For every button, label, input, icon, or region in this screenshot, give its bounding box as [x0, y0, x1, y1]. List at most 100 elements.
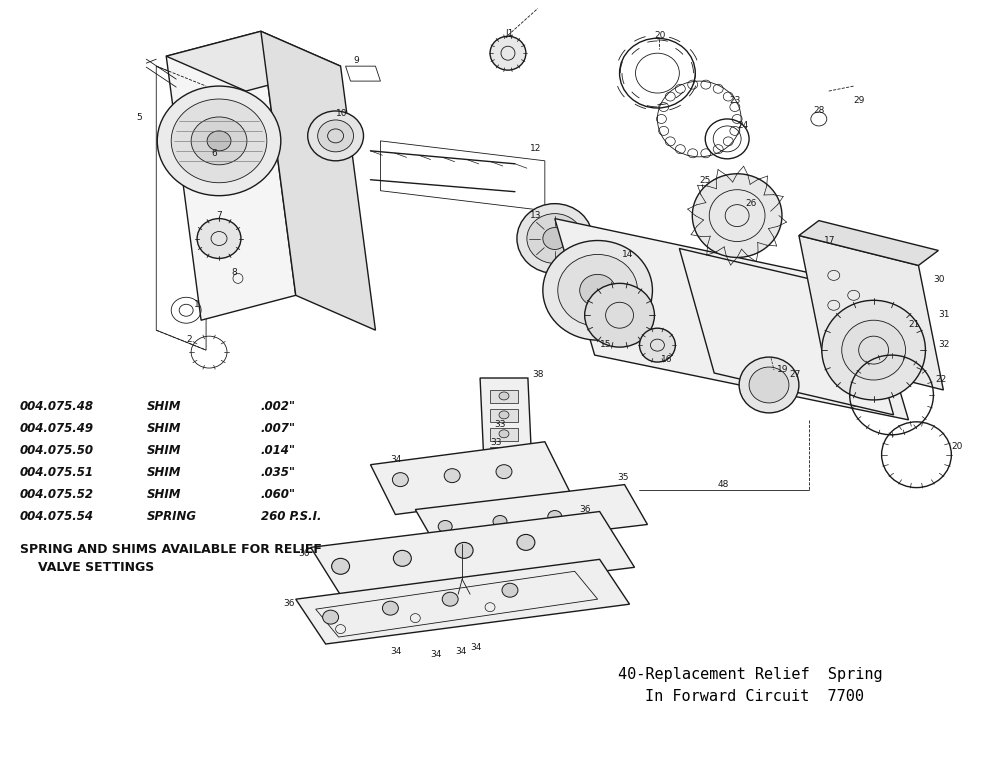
Ellipse shape: [392, 473, 408, 486]
Text: SHIM: SHIM: [147, 444, 182, 457]
Ellipse shape: [499, 392, 509, 400]
Text: .014": .014": [261, 444, 296, 457]
Text: 29: 29: [854, 96, 865, 105]
Ellipse shape: [499, 430, 509, 438]
Ellipse shape: [527, 214, 583, 264]
Text: 004.075.50: 004.075.50: [20, 444, 94, 457]
Text: 36: 36: [580, 505, 591, 514]
Text: 260 P.S.I.: 260 P.S.I.: [261, 509, 321, 523]
Text: .035": .035": [261, 466, 296, 479]
Polygon shape: [490, 409, 518, 422]
Text: 22: 22: [935, 375, 947, 384]
Ellipse shape: [171, 99, 267, 182]
Ellipse shape: [493, 515, 507, 527]
Ellipse shape: [517, 534, 535, 550]
Text: 40-Replacement Relief  Spring: 40-Replacement Relief Spring: [618, 667, 882, 682]
Ellipse shape: [842, 320, 906, 380]
Text: 24: 24: [737, 121, 748, 130]
Polygon shape: [166, 31, 341, 91]
Text: SHIM: SHIM: [147, 422, 182, 435]
Text: 38: 38: [532, 370, 543, 379]
Ellipse shape: [308, 111, 364, 161]
Polygon shape: [555, 219, 909, 420]
Text: J1: J1: [505, 30, 513, 38]
Text: 20: 20: [654, 31, 666, 40]
Text: 12: 12: [530, 144, 541, 153]
Polygon shape: [261, 31, 375, 330]
Ellipse shape: [558, 255, 637, 326]
Ellipse shape: [543, 227, 567, 249]
Polygon shape: [415, 485, 647, 549]
Polygon shape: [311, 511, 635, 603]
Text: 34: 34: [390, 454, 402, 464]
Ellipse shape: [442, 592, 458, 606]
Text: 34: 34: [390, 647, 402, 656]
Ellipse shape: [499, 448, 509, 457]
Text: 15: 15: [600, 340, 611, 349]
Ellipse shape: [191, 117, 247, 165]
Ellipse shape: [332, 559, 350, 575]
Ellipse shape: [490, 36, 526, 70]
Text: 1: 1: [194, 300, 200, 309]
Text: 2: 2: [186, 335, 192, 344]
Polygon shape: [799, 236, 943, 390]
Text: 5: 5: [136, 113, 142, 122]
Text: 30: 30: [933, 275, 945, 284]
Text: .007": .007": [261, 422, 296, 435]
Text: 28: 28: [814, 106, 825, 115]
Text: .002": .002": [261, 400, 296, 413]
Polygon shape: [490, 428, 518, 441]
Text: 26: 26: [745, 198, 756, 207]
Text: 004.075.52: 004.075.52: [20, 488, 94, 501]
Text: 23: 23: [729, 96, 741, 105]
Text: 21: 21: [909, 320, 920, 329]
Text: 34: 34: [455, 647, 467, 656]
Ellipse shape: [318, 120, 354, 152]
Text: 004.075.49: 004.075.49: [20, 422, 94, 435]
Text: 13: 13: [530, 211, 541, 220]
Polygon shape: [370, 442, 570, 515]
Text: 10: 10: [336, 109, 347, 118]
Ellipse shape: [393, 550, 411, 566]
Text: SPRING AND SHIMS AVAILABLE FOR RELIEF: SPRING AND SHIMS AVAILABLE FOR RELIEF: [20, 543, 322, 556]
Polygon shape: [490, 447, 518, 460]
Ellipse shape: [502, 583, 518, 597]
Ellipse shape: [749, 367, 789, 403]
Text: 36: 36: [299, 549, 310, 559]
Text: 33: 33: [494, 420, 506, 429]
Ellipse shape: [455, 543, 473, 559]
Text: .060": .060": [261, 488, 296, 501]
Polygon shape: [296, 559, 630, 644]
Text: 25: 25: [699, 176, 711, 185]
Text: SHIM: SHIM: [147, 488, 182, 501]
Text: 004.075.51: 004.075.51: [20, 466, 94, 479]
Ellipse shape: [323, 610, 339, 624]
Ellipse shape: [157, 86, 281, 195]
Text: 34: 34: [470, 643, 481, 652]
Text: 31: 31: [938, 310, 950, 319]
Ellipse shape: [517, 204, 593, 274]
Polygon shape: [799, 220, 938, 265]
Text: VALVE SETTINGS: VALVE SETTINGS: [38, 562, 154, 575]
Ellipse shape: [543, 240, 652, 340]
Ellipse shape: [382, 601, 398, 615]
Ellipse shape: [548, 511, 562, 522]
Text: In Forward Circuit  7700: In Forward Circuit 7700: [645, 689, 864, 704]
Text: 6: 6: [211, 149, 217, 158]
Text: 9: 9: [354, 56, 359, 65]
Ellipse shape: [580, 274, 616, 306]
Text: 7: 7: [216, 211, 222, 220]
Polygon shape: [490, 390, 518, 403]
Ellipse shape: [207, 131, 231, 150]
Text: 36: 36: [283, 599, 294, 608]
Ellipse shape: [739, 357, 799, 413]
Text: 14: 14: [622, 251, 633, 259]
Text: 27: 27: [789, 370, 800, 379]
Ellipse shape: [822, 300, 925, 400]
Ellipse shape: [692, 174, 782, 258]
Text: 004.075.48: 004.075.48: [20, 400, 94, 413]
Ellipse shape: [444, 469, 460, 483]
Text: 19: 19: [777, 365, 788, 374]
Text: 34: 34: [430, 650, 442, 659]
Text: 20: 20: [951, 442, 963, 451]
